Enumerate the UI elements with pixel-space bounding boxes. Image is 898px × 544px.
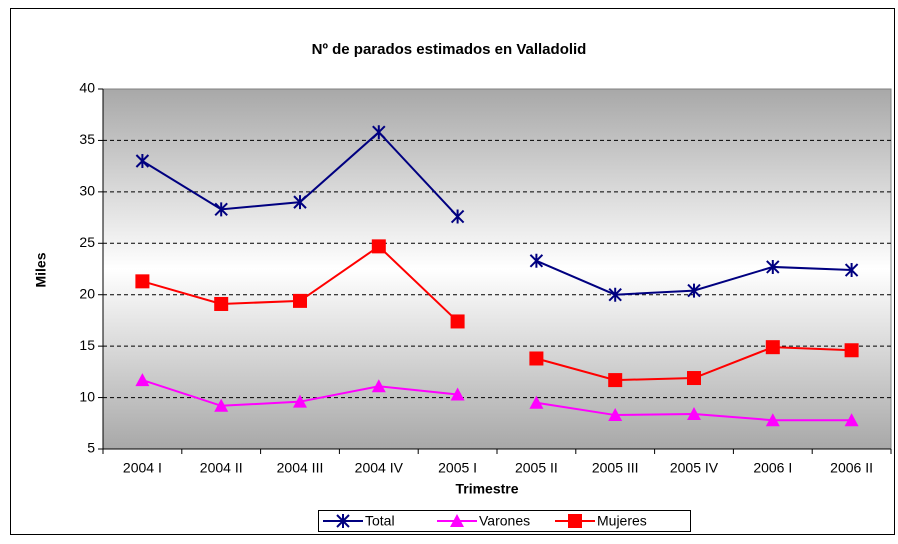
marker-triangle	[765, 413, 780, 427]
marker-square	[293, 293, 307, 308]
marker-star	[135, 154, 150, 168]
y-tick-label: 10	[79, 388, 95, 404]
x-tick-label: 2005 I	[438, 460, 477, 476]
x-tick-label: 2005 II	[515, 460, 558, 476]
marker-triangle	[608, 408, 623, 422]
marker-star	[766, 259, 780, 274]
y-tick-label: 40	[79, 80, 95, 96]
y-tick-label: 20	[79, 285, 95, 301]
marker-square	[529, 351, 544, 366]
x-tick-label: 2005 III	[592, 460, 639, 476]
legend-box	[318, 510, 691, 532]
legend-label: Total	[365, 513, 395, 529]
marker-triangle	[529, 395, 544, 409]
y-tick-label: 25	[79, 234, 95, 250]
chart-title: Nº de parados estimados en Valladolid	[312, 41, 587, 58]
marker-star	[844, 263, 859, 278]
marker-triangle	[135, 373, 150, 387]
x-tick-label: 2004 II	[200, 460, 243, 476]
y-axis-label: Miles	[33, 252, 49, 287]
marker-triangle	[450, 514, 464, 527]
marker-star	[608, 287, 622, 302]
marker-square	[450, 314, 465, 329]
x-tick-label: 2004 I	[123, 460, 162, 476]
y-tick-label: 5	[87, 440, 95, 456]
marker-square	[844, 343, 859, 358]
marker-square	[765, 340, 780, 355]
marker-square	[371, 239, 386, 254]
marker-triangle	[214, 398, 229, 412]
legend-label: Varones	[479, 513, 530, 529]
legend-label: Mujeres	[597, 513, 647, 529]
marker-triangle	[844, 413, 859, 427]
marker-square	[214, 296, 229, 311]
marker-star	[214, 202, 228, 217]
marker-star	[372, 125, 386, 140]
x-tick-label: 2005 IV	[670, 460, 719, 476]
marker-star	[450, 209, 465, 224]
marker-square	[608, 373, 623, 388]
x-tick-label: 2004 IV	[355, 460, 404, 476]
y-tick-label: 15	[79, 337, 95, 353]
marker-square	[568, 514, 582, 528]
x-axis-label: Trimestre	[455, 481, 518, 497]
marker-triangle	[687, 407, 701, 421]
y-tick-label: 30	[79, 183, 95, 199]
marker-star	[529, 253, 544, 268]
marker-triangle	[371, 379, 386, 393]
marker-square	[135, 274, 150, 289]
marker-triangle	[450, 387, 465, 401]
x-tick-label: 2006 I	[753, 460, 792, 476]
y-tick-label: 35	[79, 131, 95, 147]
x-tick-label: 2006 II	[830, 460, 873, 476]
marker-star	[687, 283, 701, 298]
plot-area	[102, 88, 892, 450]
marker-star	[293, 195, 307, 210]
x-tick-label: 2004 III	[277, 460, 324, 476]
marker-triangle	[293, 394, 307, 408]
marker-star	[336, 514, 350, 528]
marker-square	[687, 371, 701, 386]
